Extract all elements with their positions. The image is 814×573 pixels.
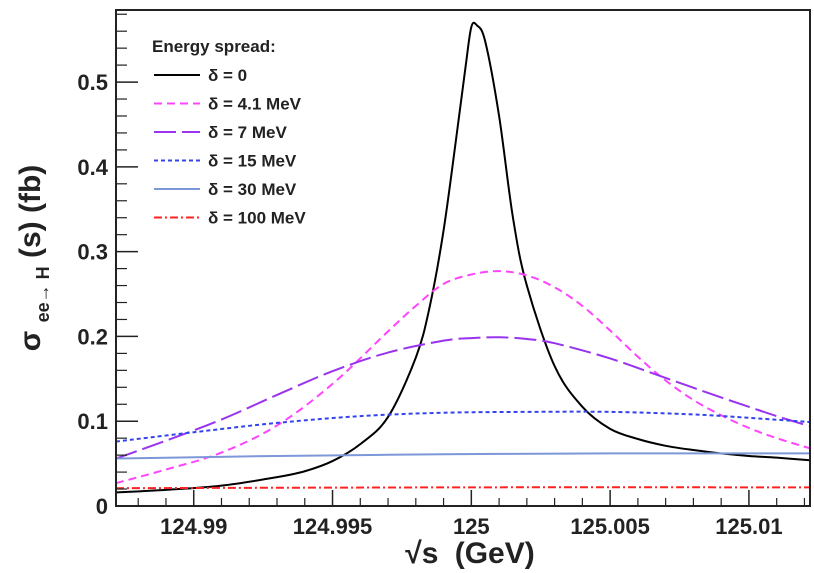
y-axis-title: σ ee→ H (s) (fb)	[14, 165, 56, 352]
series-line-2	[116, 336, 810, 460]
plot-frame	[115, 9, 811, 507]
series-line-5	[116, 486, 810, 490]
axis-tick-labels: 124.99 124.995 125 125.005 125.01 0 0.1 0.2 0.3 0…	[77, 70, 782, 539]
x-tick-label: 125	[453, 514, 490, 539]
series-line-4	[116, 452, 810, 460]
legend-label-3: δ = 15 MeV	[208, 152, 297, 171]
y-axis-title-rest: (s) (fb)	[14, 165, 47, 258]
x-axis-title-unit: (GeV)	[455, 537, 535, 570]
y-tick-label: 0	[96, 494, 108, 519]
legend-label-2: δ = 7 MeV	[208, 123, 287, 142]
legend-label-0: δ = 0	[208, 66, 247, 85]
x-axis-title-sqrt: √s	[405, 537, 438, 570]
series-line-1	[116, 270, 810, 485]
y-tick-label: 0.1	[77, 409, 108, 434]
axis-ticks	[116, 13, 806, 507]
y-tick-label: 0.5	[77, 70, 108, 95]
x-tick-label: 125.005	[570, 514, 650, 539]
legend-label-4: δ = 30 MeV	[208, 180, 297, 199]
series-line-0	[116, 21, 810, 494]
y-axis-title-sigma: σ	[14, 331, 47, 352]
y-axis-title-subscript: ee→ H	[33, 266, 53, 322]
x-tick-label: 124.99	[160, 514, 227, 539]
y-tick-label: 0.2	[77, 324, 108, 349]
series-line-3	[116, 410, 810, 443]
legend-title: Energy spread:	[152, 37, 276, 56]
legend-label-5: δ = 100 MeV	[208, 209, 306, 228]
legend-label-1: δ = 4.1 MeV	[208, 95, 302, 114]
x-tick-label: 124.995	[293, 514, 373, 539]
x-axis-title: √s (GeV)	[405, 537, 535, 570]
legend: Energy spread: δ = 0 δ = 4.1 MeV δ = 7 MeV…	[152, 37, 306, 228]
y-tick-label: 0.3	[77, 240, 108, 265]
plot-area	[116, 21, 810, 494]
x-tick-label: 125.01	[715, 514, 782, 539]
y-tick-label: 0.4	[77, 155, 108, 180]
